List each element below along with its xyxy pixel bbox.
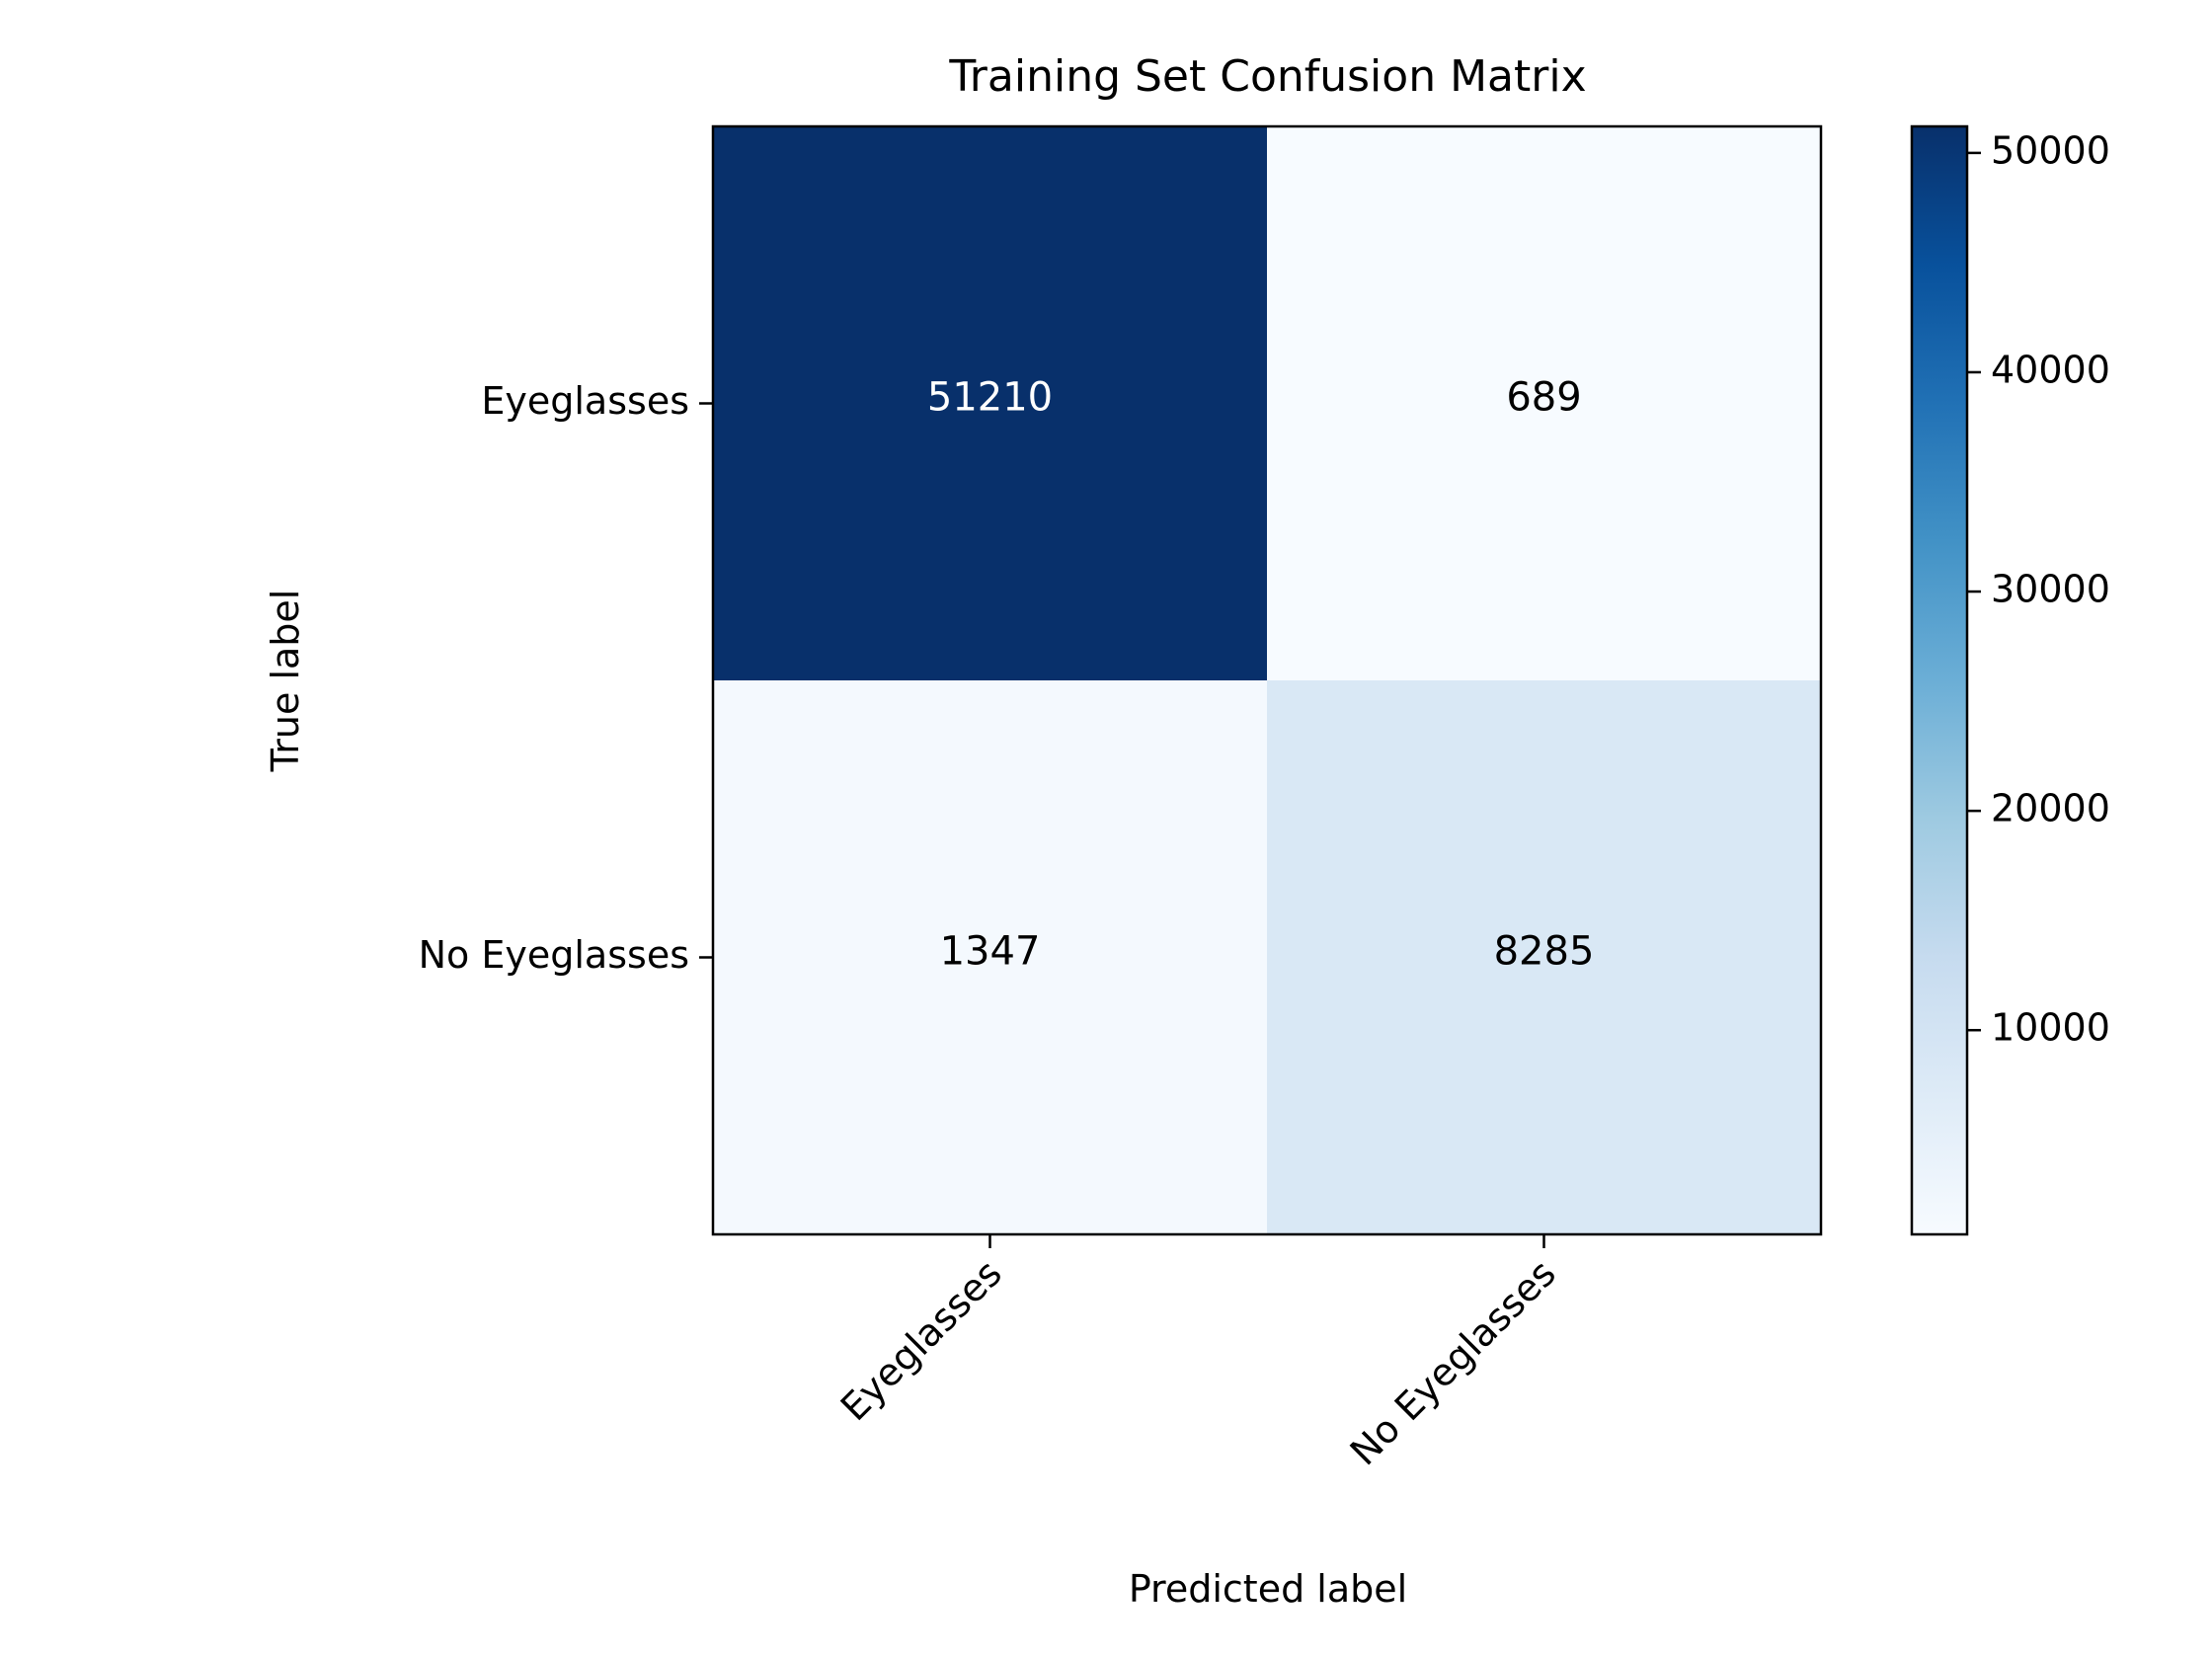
matrix-cell-1-0 bbox=[713, 680, 1268, 1235]
colorbar-tick-label: 50000 bbox=[1991, 128, 2110, 172]
colorbar-tick-label: 30000 bbox=[1991, 568, 2110, 611]
y-axis-ticks: Eyeglasses No Eyeglasses bbox=[419, 379, 713, 977]
x-axis-ticks: Eyeglasses No Eyeglasses bbox=[832, 1234, 1564, 1473]
chart-title: Training Set Confusion Matrix bbox=[948, 51, 1586, 102]
colorbar-ticks: 10000 20000 30000 40000 50000 bbox=[1967, 128, 2110, 1050]
matrix-cell-1-1 bbox=[1267, 680, 1822, 1235]
plot-frame bbox=[711, 124, 1823, 1236]
cell-value-0-0: 51210 bbox=[927, 375, 1053, 421]
y-tick-label: Eyeglasses bbox=[481, 379, 689, 423]
cell-value-1-0: 1347 bbox=[940, 929, 1041, 975]
y-tick-label: No Eyeglasses bbox=[419, 933, 689, 977]
matrix-cell-0-1 bbox=[1267, 126, 1822, 681]
colorbar-tick-label: 10000 bbox=[1991, 1006, 2110, 1050]
matrix-cells bbox=[713, 126, 1822, 1235]
x-tick-label: No Eyeglasses bbox=[1342, 1251, 1564, 1473]
matrix-cell-labels: 51210 689 1347 8285 bbox=[927, 375, 1595, 975]
x-tick-label: Eyeglasses bbox=[832, 1251, 1010, 1429]
cell-value-1-1: 8285 bbox=[1494, 929, 1595, 975]
colorbar-tick-label: 40000 bbox=[1991, 348, 2110, 391]
x-axis-label: Predicted label bbox=[1129, 1567, 1407, 1611]
matrix-cell-0-0 bbox=[713, 126, 1268, 681]
y-axis-label: True label bbox=[264, 590, 307, 773]
cell-value-0-1: 689 bbox=[1506, 375, 1581, 421]
colorbar bbox=[1910, 124, 1969, 1236]
colorbar-tick-label: 20000 bbox=[1991, 787, 2110, 830]
